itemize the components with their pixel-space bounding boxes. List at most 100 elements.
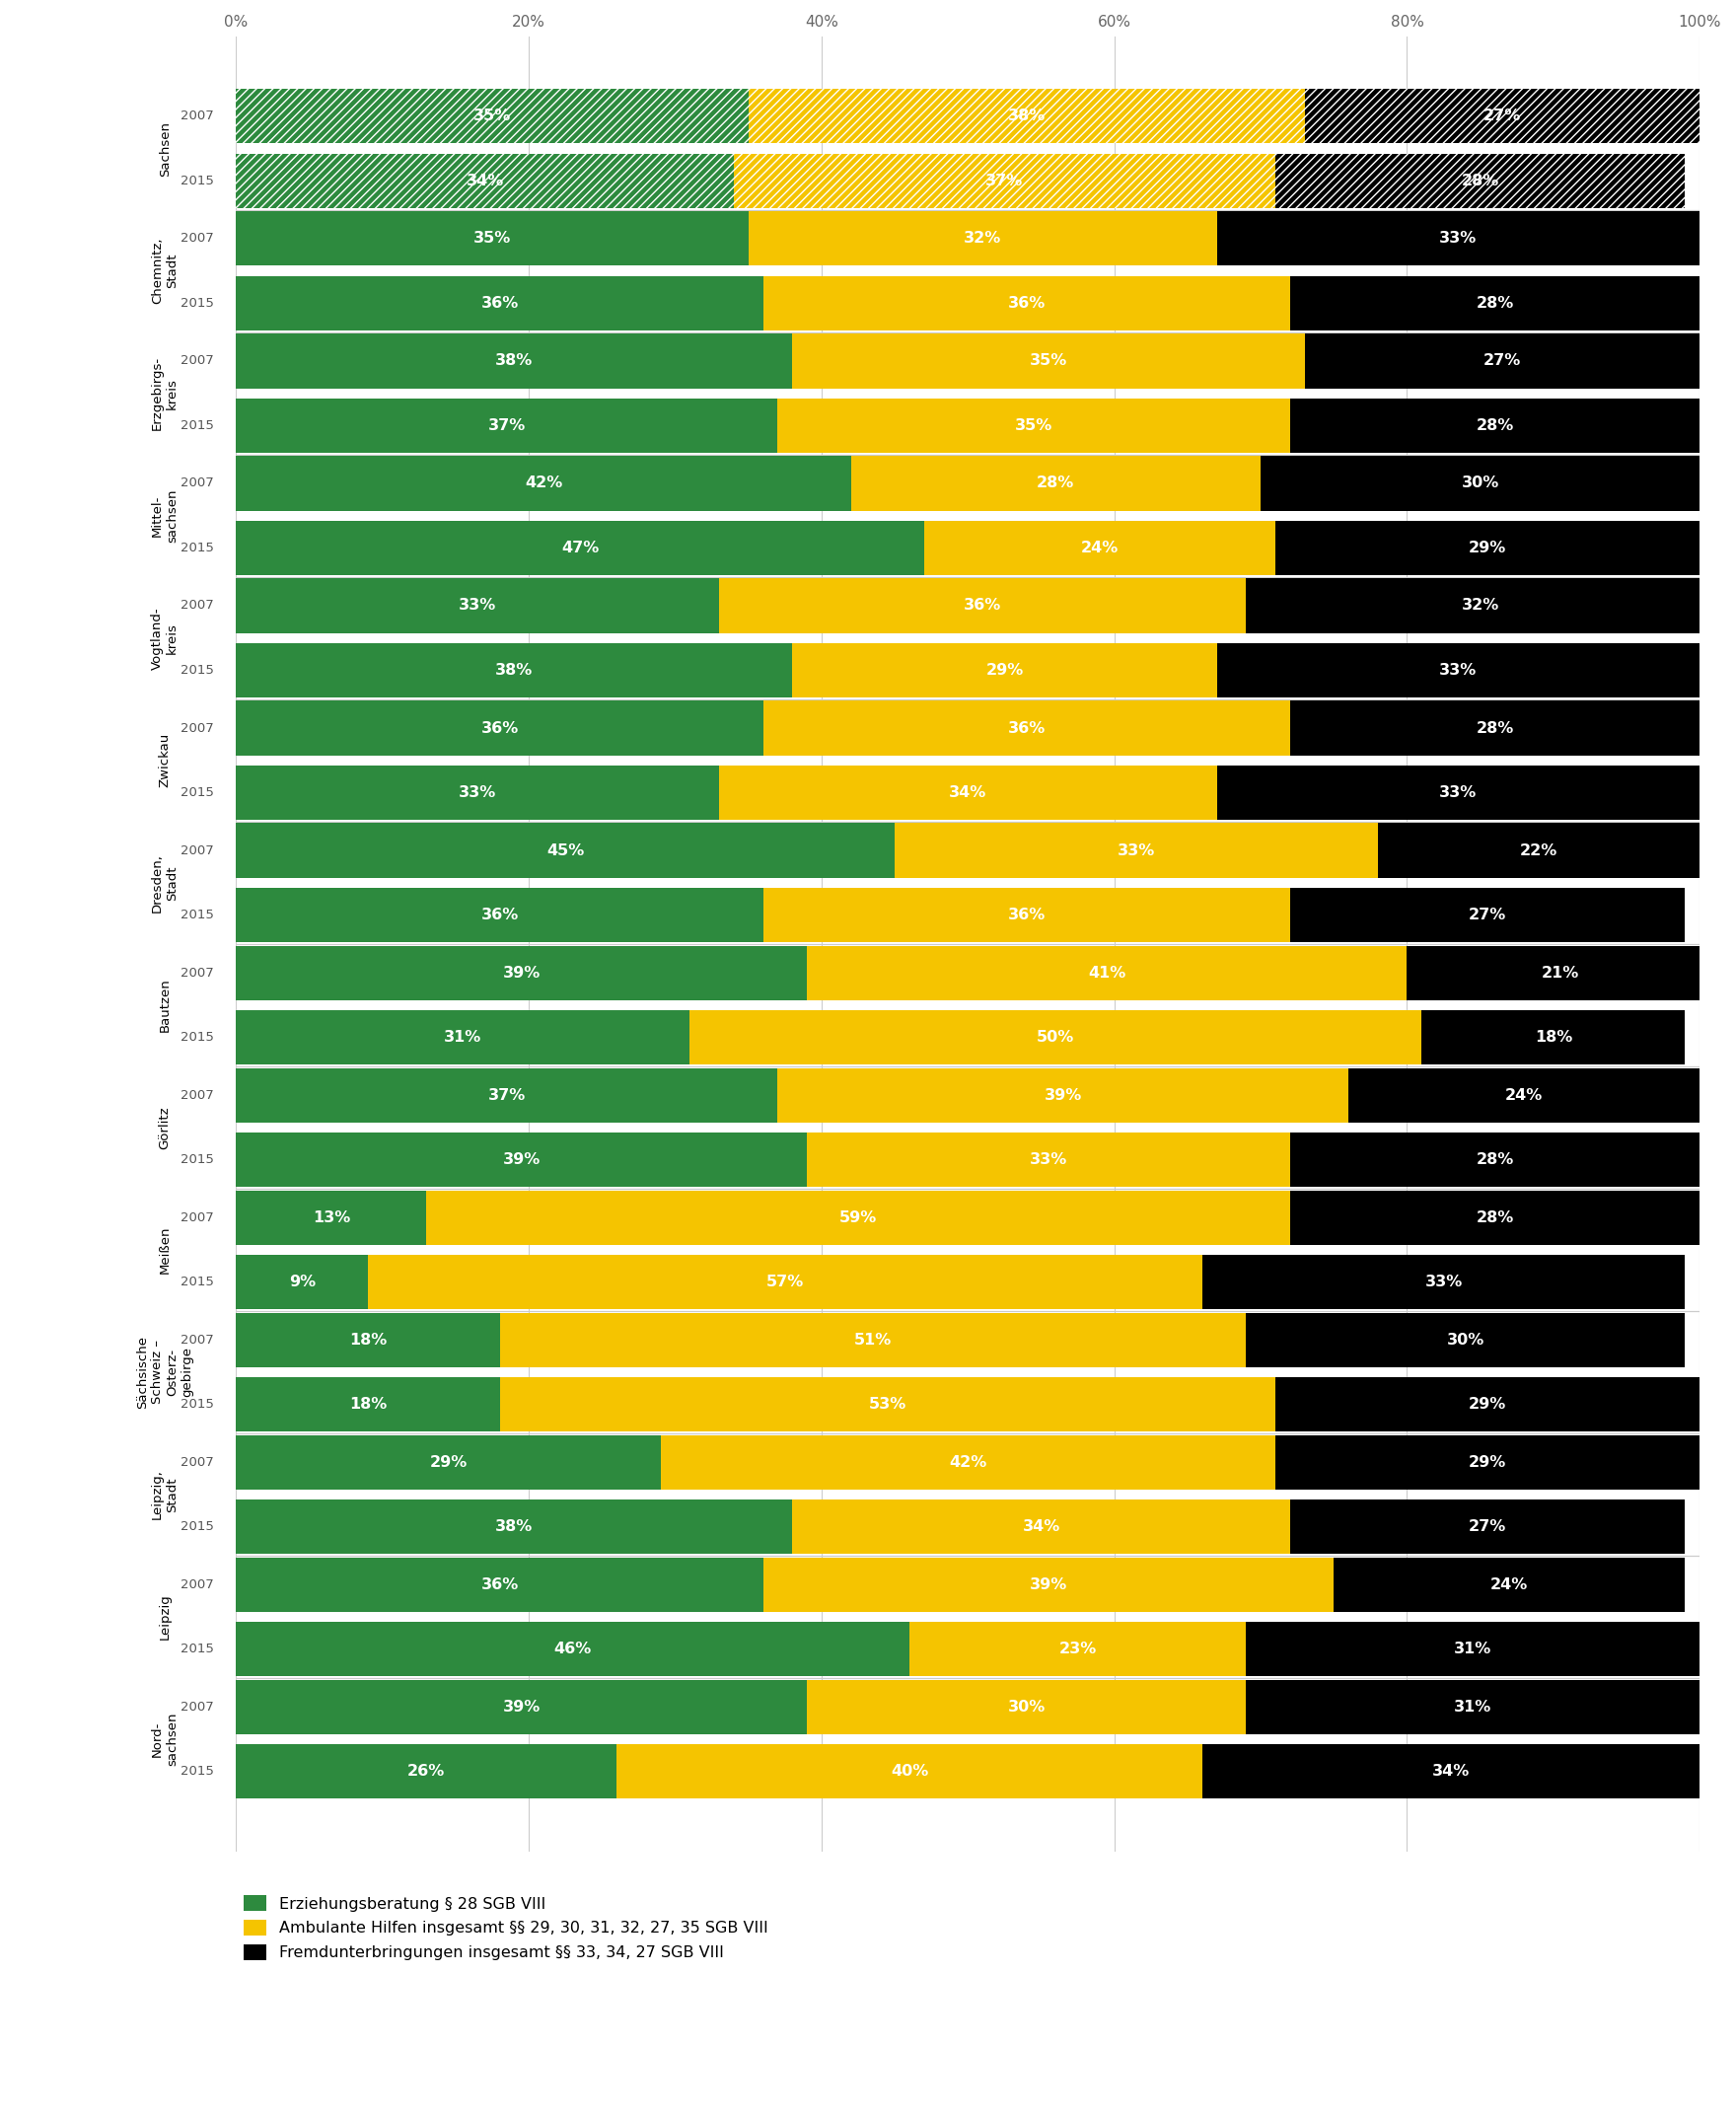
Text: 29%: 29% — [1469, 1454, 1507, 1469]
Bar — [236, 946, 807, 1001]
Text: 45%: 45% — [547, 844, 585, 859]
Bar — [807, 1132, 1290, 1187]
Bar — [1246, 1622, 1700, 1677]
Text: 36%: 36% — [481, 297, 519, 312]
Text: 2007: 2007 — [181, 600, 214, 613]
Text: 2015: 2015 — [181, 787, 214, 799]
Bar — [236, 1499, 792, 1554]
Bar — [792, 333, 1304, 388]
Text: 22%: 22% — [1521, 844, 1557, 859]
Text: 28%: 28% — [1476, 418, 1514, 432]
Bar — [236, 212, 748, 265]
Text: 51%: 51% — [854, 1331, 892, 1346]
Bar — [910, 1622, 1246, 1677]
Text: 37%: 37% — [488, 1088, 526, 1102]
Bar — [1246, 1312, 1686, 1367]
Bar — [236, 1132, 807, 1187]
Text: 21%: 21% — [1542, 965, 1580, 979]
Legend: Erziehungsberatung § 28 SGB VIII, Ambulante Hilfen insgesamt §§ 29, 30, 31, 32, : Erziehungsberatung § 28 SGB VIII, Ambula… — [245, 1895, 767, 1961]
Text: 2015: 2015 — [181, 1766, 214, 1779]
Bar — [748, 89, 1304, 144]
Text: 36%: 36% — [481, 1577, 519, 1592]
Bar — [236, 1255, 368, 1310]
Text: 59%: 59% — [838, 1211, 877, 1225]
Text: 38%: 38% — [1007, 108, 1045, 123]
Text: 38%: 38% — [495, 1520, 533, 1535]
Bar — [1217, 765, 1700, 820]
Bar — [1408, 946, 1715, 1001]
Text: 33%: 33% — [1029, 1153, 1068, 1168]
Text: 2007: 2007 — [181, 1090, 214, 1102]
Text: 53%: 53% — [868, 1397, 906, 1412]
Bar — [1276, 1378, 1700, 1431]
Bar — [851, 456, 1260, 511]
Text: 36%: 36% — [1007, 297, 1045, 312]
Bar — [236, 456, 851, 511]
Text: 9%: 9% — [288, 1274, 316, 1289]
Text: 34%: 34% — [1432, 1764, 1470, 1779]
Text: 2007: 2007 — [181, 233, 214, 246]
Text: 38%: 38% — [495, 354, 533, 369]
Text: 27%: 27% — [1483, 354, 1521, 369]
Bar — [1290, 399, 1700, 454]
Bar — [1246, 1679, 1700, 1734]
Text: 2007: 2007 — [181, 110, 214, 123]
Text: 31%: 31% — [444, 1030, 483, 1045]
Bar — [236, 89, 748, 144]
Text: 47%: 47% — [561, 541, 599, 555]
Bar — [1201, 1745, 1700, 1798]
Text: 39%: 39% — [1045, 1088, 1082, 1102]
Text: 42%: 42% — [524, 477, 562, 490]
Bar — [1290, 1499, 1686, 1554]
Text: 31%: 31% — [1455, 1700, 1491, 1715]
Text: 33%: 33% — [1118, 844, 1154, 859]
Text: 36%: 36% — [481, 721, 519, 736]
Text: 35%: 35% — [474, 231, 510, 246]
Text: 29%: 29% — [986, 664, 1024, 678]
Text: 33%: 33% — [458, 784, 496, 799]
Text: 32%: 32% — [963, 231, 1002, 246]
Bar — [924, 522, 1276, 575]
Bar — [748, 89, 1304, 144]
Bar — [236, 765, 719, 820]
Text: 18%: 18% — [1535, 1030, 1573, 1045]
Text: 23%: 23% — [1059, 1641, 1097, 1656]
Bar — [719, 579, 1246, 634]
Text: 27%: 27% — [1469, 1520, 1507, 1535]
Bar — [236, 276, 764, 331]
Text: 2015: 2015 — [181, 909, 214, 922]
Text: 2015: 2015 — [181, 1276, 214, 1289]
Text: 28%: 28% — [1476, 1211, 1514, 1225]
Text: 2015: 2015 — [181, 541, 214, 553]
Bar — [764, 1558, 1333, 1611]
Bar — [500, 1378, 1276, 1431]
Bar — [616, 1745, 1201, 1798]
Text: 36%: 36% — [1007, 907, 1045, 922]
Bar — [236, 642, 792, 697]
Text: 36%: 36% — [481, 907, 519, 922]
Text: 29%: 29% — [429, 1454, 467, 1469]
Bar — [764, 888, 1290, 941]
Bar — [1260, 456, 1700, 511]
Bar — [1290, 1132, 1700, 1187]
Text: 37%: 37% — [488, 418, 526, 432]
Bar — [1217, 642, 1700, 697]
Text: 30%: 30% — [1007, 1700, 1045, 1715]
Bar — [1349, 1068, 1700, 1121]
Text: 36%: 36% — [1007, 721, 1045, 736]
Bar — [236, 1068, 778, 1121]
Bar — [236, 1378, 500, 1431]
Text: 2015: 2015 — [181, 1397, 214, 1410]
Text: 2015: 2015 — [181, 1153, 214, 1166]
Text: 2015: 2015 — [181, 420, 214, 432]
Text: 46%: 46% — [554, 1641, 592, 1656]
Text: 13%: 13% — [312, 1211, 351, 1225]
Bar — [1290, 276, 1700, 331]
Bar — [236, 1745, 616, 1798]
Bar — [236, 333, 792, 388]
Bar — [748, 212, 1217, 265]
Bar — [807, 1679, 1246, 1734]
Bar — [236, 153, 734, 208]
Bar — [236, 888, 764, 941]
Bar — [807, 946, 1408, 1001]
